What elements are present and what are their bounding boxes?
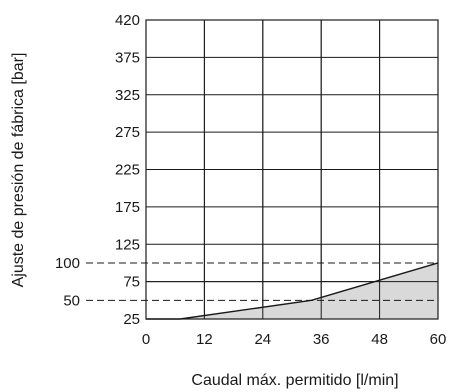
y-tick-label: 325	[115, 87, 140, 104]
y-reference-label: 100	[55, 255, 80, 272]
y-tick-label: 25	[123, 311, 140, 328]
grid-overlay	[146, 20, 438, 319]
plot-frame	[145, 19, 439, 320]
grid-lines	[146, 20, 438, 319]
y-tick-label: 125	[115, 236, 140, 253]
y-tick-label: 375	[115, 49, 140, 66]
x-tick-label: 36	[313, 331, 330, 348]
x-tick-label: 0	[142, 331, 150, 348]
y-tick-label: 275	[115, 124, 140, 141]
y-axis-label: Ajuste de presión de fábrica [bar]	[10, 53, 27, 288]
x-tick-label: 48	[371, 331, 388, 348]
pressure-area	[146, 262, 438, 319]
reference-lines	[86, 262, 438, 301]
x-tick-label: 12	[196, 331, 213, 348]
y-reference-label: 50	[63, 292, 80, 309]
x-axis-label: Caudal máx. permitido [l/min]	[191, 372, 398, 389]
y-tick-label: 420	[115, 12, 140, 29]
x-tick-label: 60	[430, 331, 447, 348]
y-tick-label: 175	[115, 199, 140, 216]
y-tick-label: 225	[115, 162, 140, 179]
y-tick-labels: 25 75 125 175 225 275 325 375 420 50 100	[55, 12, 140, 328]
y-tick-label: 75	[123, 274, 140, 291]
x-tick-label: 24	[254, 331, 271, 348]
x-tick-labels: 0 12 24 36 48 60	[142, 331, 447, 348]
